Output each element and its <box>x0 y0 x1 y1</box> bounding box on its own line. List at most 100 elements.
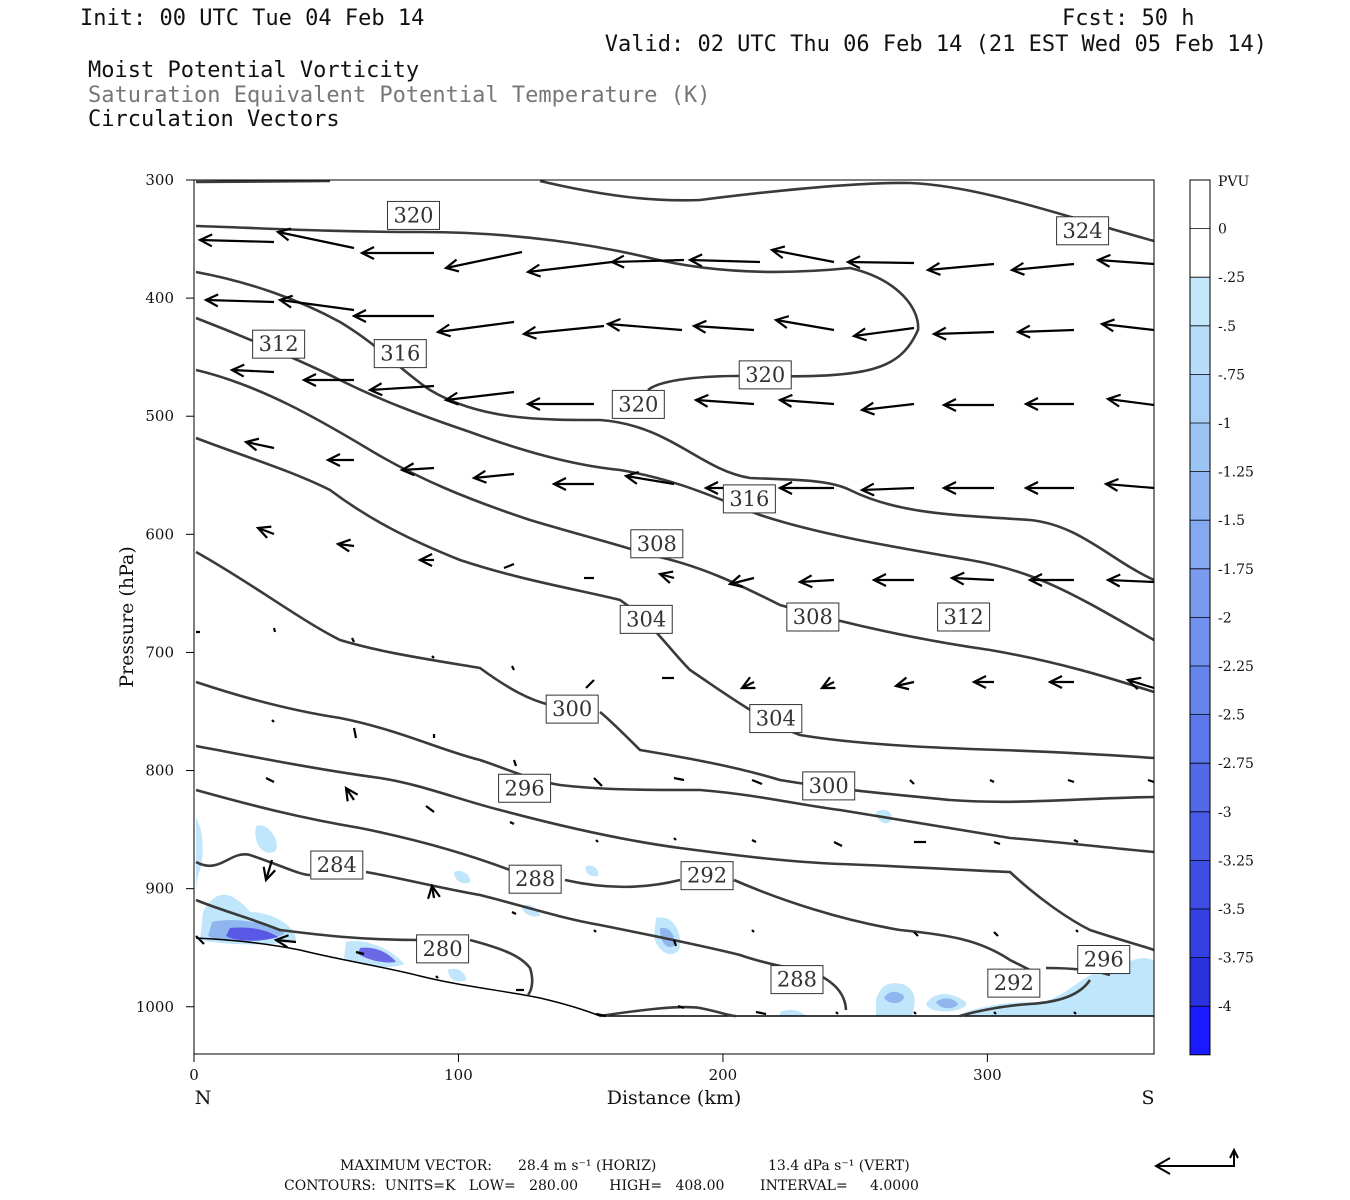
circulation-vector <box>352 727 358 739</box>
x-tick-label: 100 <box>444 1066 473 1084</box>
circulation-vector <box>993 1011 997 1015</box>
circulation-vector <box>585 679 595 689</box>
contour-label-box <box>310 850 364 880</box>
y-tick-label: 800 <box>145 762 174 780</box>
circulation-vector <box>277 294 355 312</box>
circulation-vector <box>909 779 915 785</box>
circulation-vector <box>511 911 517 915</box>
circulation-vector <box>503 562 515 570</box>
contour-label: 308 <box>793 605 833 629</box>
contour-label-box <box>498 773 552 803</box>
circulation-vector <box>751 839 757 843</box>
circulation-vector <box>431 655 435 659</box>
y-tick-label: 500 <box>145 407 174 425</box>
contour-label: 296 <box>505 776 545 800</box>
circulation-vector <box>835 1011 839 1015</box>
contour-label-box <box>252 329 306 359</box>
colorbar-swatch <box>1190 180 1210 229</box>
circulation-vector <box>509 821 515 825</box>
max-vector-label: MAXIMUM VECTOR: <box>340 1158 492 1174</box>
forecast-hour: Fcst: 50 h <box>1062 6 1194 31</box>
circulation-vector <box>344 785 359 802</box>
x-axis-label: Distance (km) <box>607 1087 742 1109</box>
colorbar-swatch <box>1190 520 1210 569</box>
circulation-vector <box>913 931 919 937</box>
contours-info: CONTOURS: UNITS=K LOW= 280.00 HIGH= 408.… <box>284 1178 919 1194</box>
circulation-vector <box>941 398 994 412</box>
circulation-vector <box>1073 1011 1077 1015</box>
right-endpoint-label: S <box>1141 1087 1154 1109</box>
contour-label: 292 <box>687 864 727 888</box>
circulation-vector <box>851 326 915 342</box>
circulation-vector <box>443 250 523 273</box>
circulation-vector <box>595 1012 607 1018</box>
contour-label-box <box>508 864 562 894</box>
y-tick-label: 700 <box>145 643 174 661</box>
contour-label-box <box>749 704 803 734</box>
field-title-theta-es: Saturation Equivalent Potential Temperat… <box>88 83 711 108</box>
contour-label-box <box>630 529 684 559</box>
circulation-vector <box>197 233 275 248</box>
y-axis: 300 400 500 600 700 800 900 1000 <box>136 171 194 1016</box>
circulation-vector <box>949 571 995 586</box>
circulation-vector <box>355 950 365 956</box>
circulation-vector <box>593 929 597 933</box>
circulation-vector <box>301 373 354 387</box>
circulation-vector <box>819 676 836 690</box>
contour-label-box <box>738 360 792 390</box>
colorbar-swatch <box>1190 374 1210 423</box>
x-axis: 0 100 200 300 <box>189 1054 1002 1084</box>
colorbar-tick-label: -.25 <box>1218 270 1245 286</box>
circulation-vector <box>271 719 275 723</box>
circulation-vector <box>727 574 755 588</box>
circulation-vector <box>521 324 605 340</box>
circulation-vector <box>255 525 275 539</box>
contour-label-box <box>680 861 734 891</box>
contour-label: 300 <box>809 774 849 798</box>
circulation-vector <box>1105 573 1155 588</box>
contour-label-box <box>545 694 599 724</box>
circulation-vector <box>471 469 515 484</box>
circulation-vector <box>673 776 685 782</box>
circulation-vector <box>325 453 354 467</box>
contour-label: 288 <box>777 968 817 992</box>
circulation-vector <box>351 637 355 643</box>
colorbar-swatch <box>1190 568 1210 618</box>
x-tick-label: 300 <box>973 1066 1002 1084</box>
max-vector-horiz: 28.4 m s⁻¹ (HORIZ) <box>518 1158 656 1174</box>
contour-label: 320 <box>745 363 785 387</box>
left-endpoint-label: N <box>195 1087 212 1109</box>
circulation-vector <box>1125 676 1155 691</box>
field-title-mpv: Moist Potential Vorticity <box>88 58 419 83</box>
colorbar-swatch <box>1190 811 1210 861</box>
colorbar-tick-label: -2.75 <box>1218 756 1254 772</box>
contour-label: 284 <box>317 853 357 877</box>
circulation-vector <box>755 1010 767 1016</box>
circulation-vector <box>941 481 994 495</box>
circulation-vector <box>595 839 599 843</box>
contour-label-box <box>1077 945 1131 975</box>
contour-label: 308 <box>637 532 677 556</box>
circulation-vector <box>773 315 835 332</box>
circulation-vector <box>1095 253 1155 268</box>
circulation-vector <box>777 481 834 495</box>
contour-label-box <box>416 934 470 964</box>
x-tick-label: 200 <box>709 1066 738 1084</box>
colorbar-tick-label: -.5 <box>1218 319 1236 335</box>
circulation-vector <box>367 382 435 397</box>
contour-label: 288 <box>515 867 555 891</box>
valid-time: Valid: 02 UTC Thu 06 Feb 14 (21 EST Wed … <box>605 32 1267 57</box>
circulation-vector <box>551 477 594 491</box>
colorbar-swatch <box>1190 909 1210 958</box>
circulation-vector <box>273 934 297 949</box>
circulation-vector <box>769 245 835 264</box>
circulation-vector <box>1103 477 1155 492</box>
contour-label-box <box>937 602 991 632</box>
y-tick-label: 600 <box>145 525 174 543</box>
circulation-vector <box>993 931 999 937</box>
y-axis-label: Pressure (hPa) <box>116 546 138 688</box>
contour-label: 312 <box>944 605 984 629</box>
circulation-vector <box>971 675 994 689</box>
contour-label-box <box>1056 216 1110 246</box>
circulation-vector <box>931 326 995 341</box>
